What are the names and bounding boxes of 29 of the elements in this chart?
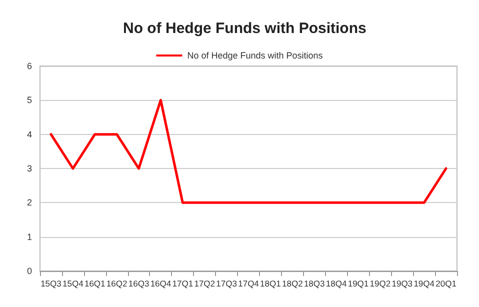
x-tick-label: 18Q2	[282, 278, 304, 288]
x-tick-label: 16Q3	[128, 278, 150, 288]
line-series	[50, 98, 448, 204]
x-tick-label: 17Q3	[216, 278, 238, 288]
x-tick-label: 19Q4	[414, 278, 435, 288]
x-tick-label: 16Q2	[106, 278, 128, 288]
y-tick-label: 2	[26, 198, 32, 208]
y-tick-label: 1	[26, 232, 32, 242]
x-tick-label: 17Q1	[172, 278, 194, 288]
y-tick-label: 0	[26, 266, 32, 276]
x-tick-label: 15Q3	[40, 278, 62, 288]
legend-label: No of Hedge Funds with Positions	[187, 50, 324, 60]
x-tick-label: 16Q1	[84, 278, 106, 288]
x-tick-label: 18Q4	[326, 278, 347, 288]
chart-title: No of Hedge Funds with Positions	[123, 20, 366, 37]
x-tick-label: 19Q3	[392, 278, 413, 288]
x-tick-label: 20Q1	[436, 278, 457, 288]
x-tick-label: 17Q2	[194, 278, 216, 288]
x-tick-label: 16Q4	[150, 278, 172, 288]
x-tick-label: 15Q4	[62, 278, 84, 288]
y-tick-label: 5	[26, 95, 32, 106]
x-tick-label: 18Q1	[260, 278, 282, 288]
y-tick-label: 4	[26, 129, 32, 140]
x-tick-label: 18Q3	[304, 278, 326, 288]
y-tick-label: 6	[26, 61, 32, 71]
x-tick-label: 17Q4	[238, 278, 260, 288]
x-tick-label: 19Q1	[348, 278, 369, 288]
x-tick-label: 19Q2	[370, 278, 391, 288]
y-tick-label: 3	[26, 164, 32, 174]
